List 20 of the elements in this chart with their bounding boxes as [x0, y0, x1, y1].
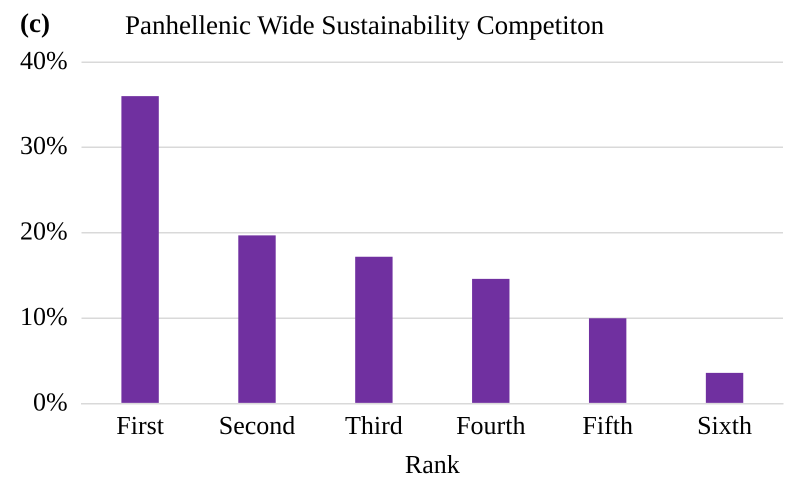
x-tick-label: Fourth [456, 411, 526, 440]
y-tick-label: 40% [20, 46, 68, 75]
y-tick-label: 10% [20, 302, 68, 332]
x-tick-label: Sixth [697, 411, 752, 440]
y-tick-label: 30% [20, 131, 68, 160]
x-tick-label: Third [345, 411, 403, 440]
x-tick-label: First [116, 411, 165, 440]
text: (c) [20, 8, 50, 39]
bar [355, 256, 393, 403]
bar [472, 278, 510, 403]
bar [706, 372, 744, 403]
chart-title: Panhellenic Wide Sustainability Competiton [125, 10, 604, 41]
x-tick-label: Fifth [582, 411, 633, 440]
y-tick-label: 20% [20, 216, 68, 246]
y-tick-label: 0% [32, 387, 68, 416]
x-axis-title: Rank [404, 450, 460, 480]
bar [588, 318, 626, 403]
x-tick-label: Second [218, 411, 296, 440]
bar [121, 96, 159, 403]
bar [238, 235, 276, 403]
